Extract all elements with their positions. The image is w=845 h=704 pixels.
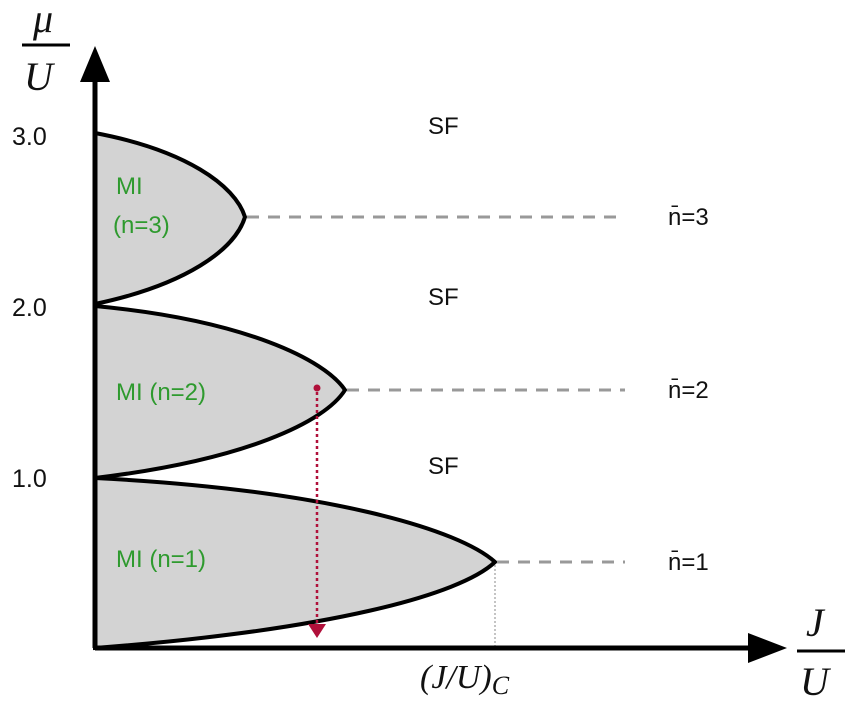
filling-label-n1: n̄=1 bbox=[668, 549, 709, 576]
mi-label-n3-line2: (n=3) bbox=[113, 212, 170, 239]
filling-label-n3: n̄=3 bbox=[668, 204, 709, 231]
mi-label-n1: MI (n=1) bbox=[116, 546, 206, 573]
sf-label-top: SF bbox=[428, 113, 459, 140]
mott-lobe-n2 bbox=[93, 303, 348, 481]
y-axis-label-denominator: U bbox=[24, 54, 56, 99]
critical-point-label: (J/U)C bbox=[420, 659, 510, 700]
mott-lobe-n1 bbox=[93, 475, 498, 651]
x-axis-label-denominator: U bbox=[800, 659, 832, 704]
mi-label-n2: MI (n=2) bbox=[116, 379, 206, 406]
mi-label-n3-line1: MI bbox=[116, 173, 143, 200]
filling-label-n2: n̄=2 bbox=[668, 377, 709, 404]
sf-label-middle: SF bbox=[428, 284, 459, 311]
x-axis-label-numerator: J bbox=[806, 600, 826, 645]
y-tick-1: 1.0 bbox=[12, 465, 47, 493]
sf-label-bottom: SF bbox=[428, 453, 459, 480]
y-axis-label-numerator: μ bbox=[32, 0, 53, 41]
y-tick-3: 3.0 bbox=[12, 123, 47, 151]
y-tick-2: 2.0 bbox=[12, 294, 47, 322]
red-arrow-head bbox=[308, 624, 326, 638]
mott-lobe-n3 bbox=[93, 130, 248, 307]
arrow-start-dot bbox=[313, 384, 321, 392]
x-axis-arrowhead bbox=[748, 633, 787, 663]
y-axis-arrowhead bbox=[80, 46, 110, 82]
